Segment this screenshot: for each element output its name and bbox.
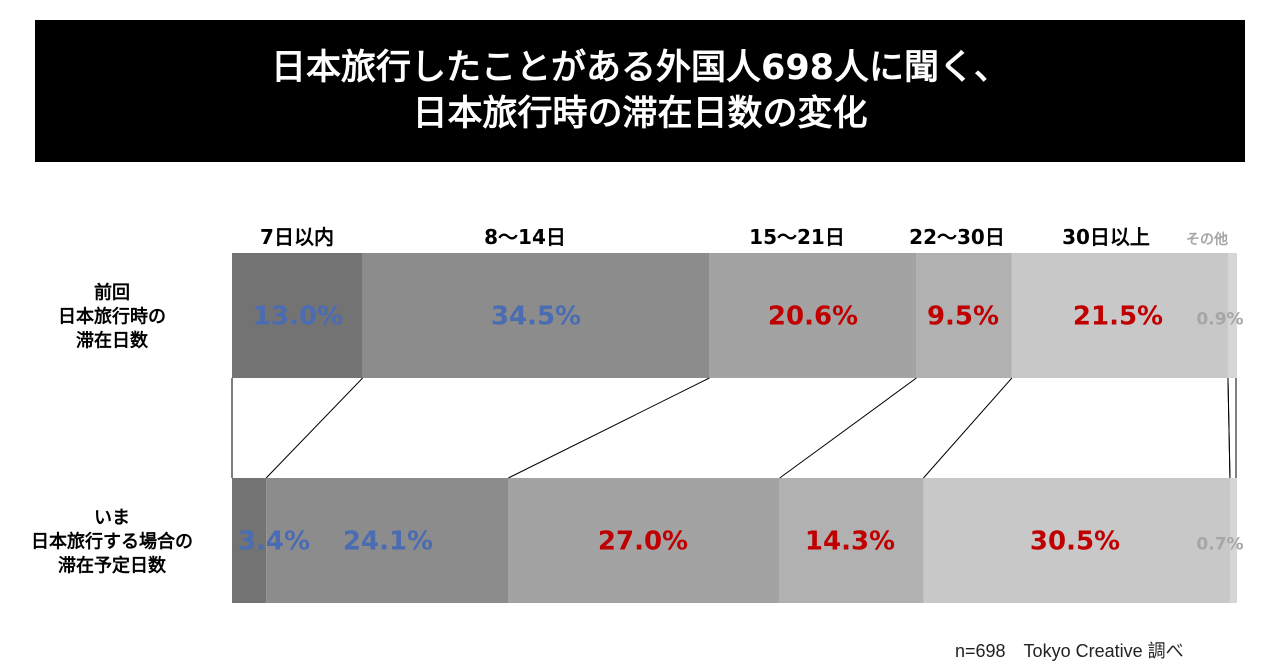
bar-segment-row1-2 bbox=[362, 253, 710, 378]
value-label-row1-6: 0.9% bbox=[1196, 310, 1243, 330]
category-label-1: 7日以内 bbox=[260, 225, 334, 249]
bar-segment-row1-1 bbox=[232, 253, 363, 378]
row-label-2-line-1: いま bbox=[94, 508, 130, 529]
bar-segment-row1-4 bbox=[916, 253, 1012, 378]
bar-segment-row1-3 bbox=[709, 253, 917, 378]
value-label-row1-1: 13.0% bbox=[253, 302, 343, 332]
row-label-2-line-2: 日本旅行する場合の bbox=[31, 531, 193, 553]
row-label-2-line-3: 滞在予定日数 bbox=[58, 555, 167, 577]
bar-segment-row2-2 bbox=[266, 478, 509, 603]
row-label-1-line-1: 前回 bbox=[94, 282, 130, 304]
title-line-2: 日本旅行時の滞在日数の変化 bbox=[412, 94, 868, 134]
category-label-5: 30日以上 bbox=[1062, 225, 1150, 249]
row-label-1-line-2: 日本旅行時の bbox=[58, 306, 166, 328]
value-label-row1-5: 21.5% bbox=[1073, 302, 1163, 332]
connector-line-2 bbox=[265, 377, 364, 479]
title-line-1: 日本旅行したことがある外国人698人に聞く、 bbox=[270, 48, 1010, 88]
bar-segment-row2-3 bbox=[508, 478, 780, 603]
connector-line-other bbox=[1227, 377, 1231, 479]
bar-segment-row1-5 bbox=[1011, 253, 1228, 378]
category-label-2: 8～14日 bbox=[484, 225, 566, 249]
row-label-1-line-3: 滞在日数 bbox=[76, 330, 149, 352]
connector-line-3 bbox=[508, 377, 710, 479]
category-label-4: 22～30日 bbox=[909, 225, 1005, 249]
value-label-row2-2: 24.1% bbox=[343, 527, 433, 557]
value-label-row1-4: 9.5% bbox=[927, 302, 999, 332]
value-label-row2-6: 0.7% bbox=[1196, 535, 1243, 555]
source-note: n=698 Tokyo Creative 調べ bbox=[955, 641, 1184, 661]
bar-segment-row2-1 bbox=[232, 478, 267, 603]
value-label-row2-4: 14.3% bbox=[805, 527, 895, 557]
bar-segment-row2-4 bbox=[779, 478, 924, 603]
value-label-row1-3: 20.6% bbox=[768, 302, 858, 332]
connector-line-4 bbox=[779, 377, 917, 479]
value-label-row1-2: 34.5% bbox=[491, 302, 581, 332]
value-label-row2-5: 30.5% bbox=[1030, 527, 1120, 557]
title-banner: 日本旅行したことがある外国人698人に聞く、 日本旅行時の滞在日数の変化 bbox=[35, 20, 1245, 162]
value-label-row2-1: 3.4% bbox=[238, 527, 310, 557]
connector-line-5 bbox=[923, 377, 1013, 479]
category-label-3: 15～21日 bbox=[749, 225, 845, 249]
value-label-row2-3: 27.0% bbox=[598, 527, 688, 557]
category-label-6: その他 bbox=[1186, 231, 1228, 248]
bar-segment-row1-6 bbox=[1227, 253, 1237, 378]
bar-segment-row2-5 bbox=[923, 478, 1230, 603]
bar-segment-row2-6 bbox=[1229, 478, 1237, 603]
